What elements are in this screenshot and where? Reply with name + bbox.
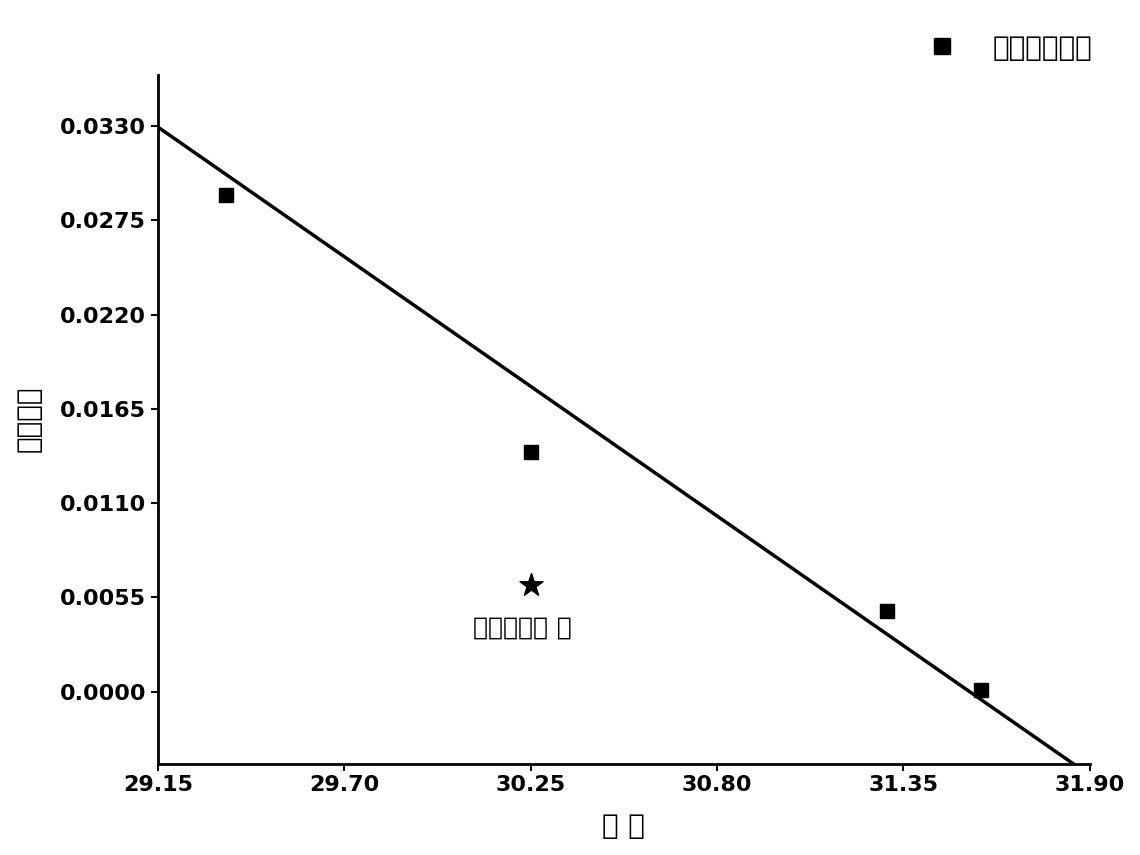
Point [972,683,991,697]
Text: （黄山毛峰 ）: （黄山毛峰 ） [473,616,572,640]
X-axis label: 纬 度: 纬 度 [602,812,645,840]
Point [522,445,540,458]
Y-axis label: 平均偏离: 平均偏离 [15,386,43,452]
Point [878,604,896,618]
Point [522,579,540,593]
Point [217,188,235,202]
Legend: 江浙产区茶叶: 江浙产区茶叶 [904,22,1104,73]
